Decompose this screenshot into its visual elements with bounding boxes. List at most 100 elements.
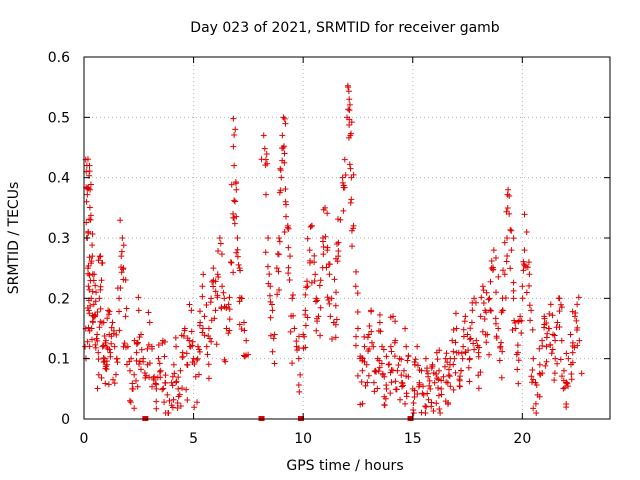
data-point [127,399,134,406]
data-point [274,291,281,298]
data-point [507,265,514,272]
data-point [267,314,274,321]
data-point [221,295,228,302]
data-point [226,316,233,323]
data-point [84,156,91,163]
data-point [547,301,554,308]
data-point [100,359,107,366]
data-point [201,332,208,339]
data-point [164,391,171,398]
data-point [493,289,500,296]
data-point [215,274,222,281]
data-point [547,342,554,349]
data-point [549,346,556,353]
data-point [395,361,402,368]
data-point [339,179,346,186]
data-point [493,333,500,340]
data-point [105,381,112,388]
data-point [95,257,102,264]
data-point [172,334,179,341]
data-point [333,240,340,247]
data-point [378,360,385,367]
data-point [260,132,267,139]
data-point [130,385,137,392]
data-point [300,345,307,352]
data-point [403,393,410,400]
data-point [468,319,475,326]
data-point [528,373,535,380]
data-point [358,378,365,385]
data-point [437,409,444,416]
data-point [181,327,188,334]
data-point [177,367,184,374]
data-point [304,314,311,321]
data-point [345,88,352,95]
data-point [353,333,360,340]
data-point [515,380,522,387]
data-point [93,335,100,342]
data-point [192,373,199,380]
data-point [86,272,93,279]
data-point [420,383,427,390]
data-point [170,396,177,403]
data-point [354,309,361,316]
data-point [294,346,301,353]
data-point [487,307,494,314]
data-point [267,332,274,339]
data-point [348,119,355,126]
data-point [397,396,404,403]
data-point [364,379,371,386]
data-point [523,289,530,296]
data-point [155,355,162,362]
data-point [383,385,390,392]
data-point [119,235,126,241]
data-point [536,370,543,377]
data-point [281,150,288,157]
data-point [332,302,339,309]
data-point [486,295,493,302]
data-point [86,216,93,223]
data-point [465,347,472,354]
data-point [490,264,497,271]
data-point [509,327,516,334]
data-point [162,372,169,379]
data-point [311,259,318,266]
data-point [116,327,123,334]
data-point [363,361,370,368]
data-point [323,264,330,271]
data-point [445,399,452,406]
data-point [567,361,574,368]
data-point [560,367,567,374]
data-point [297,371,304,378]
data-point [515,357,522,364]
data-point [102,339,109,346]
x-tick-label: 20 [513,431,531,447]
data-point [117,217,124,224]
data-point [117,285,124,292]
data-point [373,368,380,375]
data-point [85,324,92,331]
data-point [326,300,333,307]
data-point [304,278,311,285]
data-point [352,342,359,349]
data-point [504,252,511,259]
data-point [289,360,296,367]
data-point [287,253,294,260]
data-point [380,346,387,353]
x-axis-label: GPS time / hours [286,458,403,474]
data-point [530,355,537,362]
data-point [480,299,487,306]
data-point [499,348,506,355]
data-point [280,144,287,151]
data-point [387,343,394,350]
data-point [339,174,346,181]
data-point [392,318,399,325]
data-point [174,399,181,406]
data-point [533,409,540,416]
data-point [357,401,364,408]
data-point [470,340,477,347]
data-point [410,407,417,414]
data-point [234,253,241,260]
data-point [159,340,166,347]
data-point [400,367,407,374]
